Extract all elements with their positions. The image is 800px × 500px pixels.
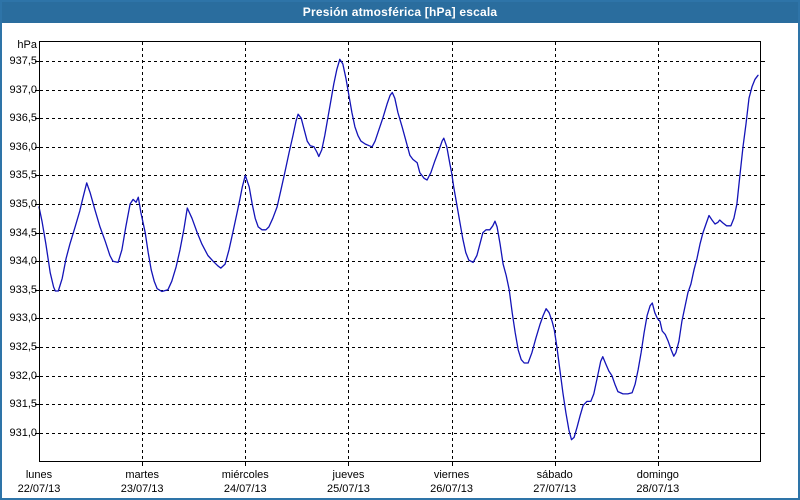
day-name: miércoles [221, 469, 269, 481]
y-tick-label: 937,0 [9, 83, 37, 96]
day-date: 24/07/13 [223, 483, 267, 495]
y-tick-label: 937,5 [9, 55, 37, 68]
x-day-label: domingo 28/07/13 [603, 468, 713, 496]
x-day-label: martes 23/07/13 [87, 468, 197, 496]
day-date: 27/07/13 [533, 483, 577, 495]
y-tick-label: 934,5 [9, 226, 37, 239]
y-tick-label: 933,0 [9, 312, 37, 325]
chart-title-bar: Presión atmosférica [hPa] escala [2, 2, 798, 23]
y-tick-label: 932,0 [9, 369, 37, 382]
x-day-label: viernes 26/07/13 [397, 468, 507, 496]
day-name: domingo [636, 469, 679, 481]
y-tick-label: 935,5 [9, 169, 37, 182]
day-date: 28/07/13 [636, 483, 680, 495]
day-name: viernes [433, 469, 470, 481]
plot-area [35, 41, 765, 466]
pressure-chart: hPa 937,5 937,0 936,5 936,0 935,5 935,0 934,5 93… [2, 23, 798, 498]
day-name: sábado [536, 469, 573, 481]
y-tick-label: 931,5 [9, 398, 37, 411]
pressure-line [38, 58, 759, 441]
plot-frame [39, 41, 761, 462]
day-date: 26/07/13 [430, 483, 473, 495]
y-tick-label: 936,0 [9, 140, 37, 153]
x-day-label: lunes 22/07/13 [2, 468, 94, 496]
y-tick-label: 934,0 [9, 255, 37, 268]
day-date: 22/07/13 [17, 483, 61, 495]
y-tick-label: 933,5 [9, 283, 37, 296]
x-day-label: sábado 27/07/13 [500, 468, 610, 496]
y-tick-label: 935,0 [9, 198, 37, 211]
day-name: jueves [332, 469, 365, 481]
y-tick-label: 932,5 [9, 341, 37, 354]
day-name: martes [125, 469, 159, 481]
plot-background [39, 41, 761, 462]
y-axis-unit-label: hPa [17, 39, 37, 51]
y-tick-label: 936,5 [9, 112, 37, 125]
day-date: 23/07/13 [120, 483, 164, 495]
x-day-label: jueves 25/07/13 [293, 468, 403, 496]
y-tick-label: 931,0 [9, 426, 37, 439]
chart-title: Presión atmosférica [hPa] escala [302, 5, 498, 19]
x-day-label: miércoles 24/07/13 [190, 468, 300, 496]
day-date: 25/07/13 [327, 483, 370, 495]
day-name: lunes [25, 469, 53, 481]
